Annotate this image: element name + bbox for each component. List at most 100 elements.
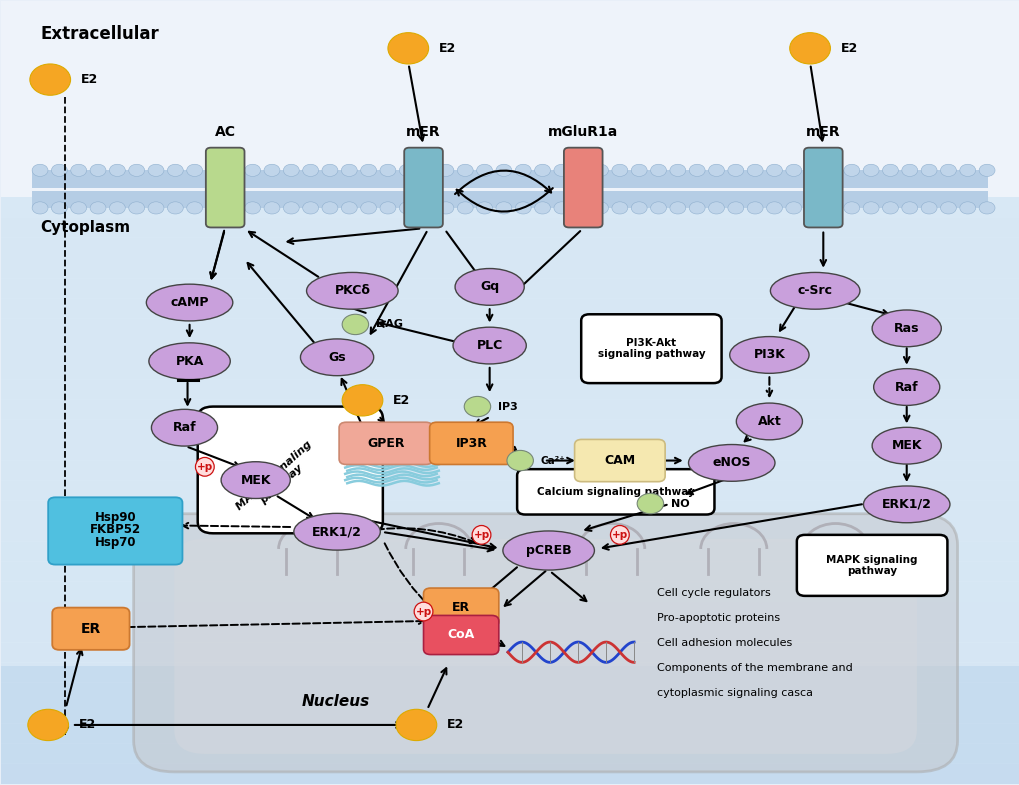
- Text: MAPK signaling
pathway: MAPK signaling pathway: [825, 554, 917, 576]
- FancyBboxPatch shape: [198, 407, 382, 533]
- Circle shape: [515, 202, 531, 214]
- Text: E2: E2: [81, 73, 98, 86]
- FancyBboxPatch shape: [404, 148, 442, 228]
- Ellipse shape: [729, 337, 808, 374]
- Circle shape: [592, 202, 608, 214]
- Text: cytoplasmic signaling casca: cytoplasmic signaling casca: [657, 688, 813, 698]
- Circle shape: [148, 202, 164, 214]
- Circle shape: [789, 33, 829, 64]
- Ellipse shape: [769, 272, 859, 309]
- Text: FKBP52: FKBP52: [90, 523, 141, 536]
- Text: Pro-apoptotic proteins: Pro-apoptotic proteins: [657, 613, 780, 623]
- Circle shape: [631, 202, 646, 214]
- Text: Akt: Akt: [757, 415, 781, 428]
- Circle shape: [303, 202, 318, 214]
- Text: Cytoplasm: Cytoplasm: [40, 221, 130, 235]
- Ellipse shape: [151, 409, 217, 446]
- Circle shape: [553, 202, 570, 214]
- Circle shape: [109, 202, 125, 214]
- FancyBboxPatch shape: [206, 148, 245, 228]
- Circle shape: [398, 202, 415, 214]
- FancyBboxPatch shape: [133, 513, 957, 772]
- Circle shape: [785, 164, 801, 177]
- Text: PI3K-Akt
signaling pathway: PI3K-Akt signaling pathway: [597, 338, 704, 360]
- Circle shape: [978, 202, 995, 214]
- Text: MEK: MEK: [240, 473, 271, 487]
- Text: ERK1/2: ERK1/2: [880, 498, 930, 511]
- FancyBboxPatch shape: [1, 666, 1018, 783]
- Text: CAM: CAM: [603, 454, 635, 467]
- Ellipse shape: [502, 531, 594, 570]
- Circle shape: [804, 164, 820, 177]
- Text: cAMP: cAMP: [170, 296, 209, 309]
- Text: mER: mER: [406, 125, 440, 139]
- Text: +p: +p: [197, 462, 213, 472]
- Ellipse shape: [307, 272, 397, 309]
- Text: c-Src: c-Src: [797, 284, 832, 298]
- Circle shape: [881, 164, 898, 177]
- FancyBboxPatch shape: [52, 608, 129, 650]
- Text: E2: E2: [446, 718, 464, 732]
- Circle shape: [186, 164, 203, 177]
- Circle shape: [573, 202, 589, 214]
- Text: Hsp90: Hsp90: [95, 511, 136, 524]
- Circle shape: [785, 202, 801, 214]
- Circle shape: [495, 202, 512, 214]
- Circle shape: [264, 164, 279, 177]
- Circle shape: [495, 164, 512, 177]
- Circle shape: [225, 164, 242, 177]
- Circle shape: [940, 202, 956, 214]
- Circle shape: [341, 385, 382, 416]
- Circle shape: [380, 164, 395, 177]
- Circle shape: [689, 164, 704, 177]
- Text: Ca²⁺: Ca²⁺: [540, 455, 565, 466]
- FancyBboxPatch shape: [803, 148, 842, 228]
- Circle shape: [32, 164, 48, 177]
- Circle shape: [303, 164, 318, 177]
- Text: +p: +p: [611, 530, 628, 540]
- Text: Components of the membrane and: Components of the membrane and: [657, 663, 853, 674]
- Circle shape: [534, 202, 550, 214]
- Text: MEK: MEK: [891, 439, 921, 452]
- Text: Ras: Ras: [893, 322, 918, 335]
- Circle shape: [920, 164, 936, 177]
- Text: mER: mER: [805, 125, 840, 139]
- Text: NO: NO: [671, 498, 689, 509]
- Circle shape: [920, 202, 936, 214]
- Circle shape: [90, 202, 106, 214]
- Ellipse shape: [293, 513, 380, 550]
- Circle shape: [206, 164, 222, 177]
- Circle shape: [457, 164, 473, 177]
- FancyBboxPatch shape: [48, 498, 182, 564]
- Circle shape: [28, 710, 68, 740]
- Circle shape: [708, 202, 723, 214]
- Ellipse shape: [871, 427, 941, 464]
- Circle shape: [109, 164, 125, 177]
- Circle shape: [506, 451, 533, 471]
- Circle shape: [862, 164, 878, 177]
- Circle shape: [611, 202, 627, 214]
- FancyBboxPatch shape: [429, 422, 513, 465]
- FancyBboxPatch shape: [338, 422, 432, 465]
- FancyBboxPatch shape: [574, 440, 664, 482]
- Circle shape: [843, 164, 859, 177]
- Text: IP3: IP3: [497, 402, 517, 411]
- Circle shape: [464, 396, 490, 417]
- Circle shape: [395, 710, 436, 740]
- Circle shape: [728, 164, 743, 177]
- Text: Raf: Raf: [894, 381, 918, 393]
- Text: Hsp70: Hsp70: [95, 536, 136, 550]
- Circle shape: [283, 202, 299, 214]
- Circle shape: [573, 164, 589, 177]
- Circle shape: [341, 202, 357, 214]
- Text: Cell adhesion molecules: Cell adhesion molecules: [657, 638, 792, 648]
- Circle shape: [631, 164, 646, 177]
- Circle shape: [418, 202, 434, 214]
- Circle shape: [418, 164, 434, 177]
- FancyBboxPatch shape: [517, 469, 713, 514]
- Circle shape: [881, 202, 898, 214]
- Ellipse shape: [873, 369, 938, 405]
- Ellipse shape: [871, 310, 941, 347]
- Circle shape: [823, 164, 840, 177]
- Circle shape: [650, 202, 665, 214]
